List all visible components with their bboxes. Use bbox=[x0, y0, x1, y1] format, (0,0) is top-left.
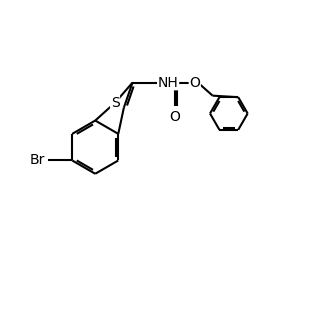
Text: Br: Br bbox=[30, 153, 45, 167]
Text: O: O bbox=[189, 76, 200, 90]
Text: S: S bbox=[111, 96, 119, 110]
Text: O: O bbox=[169, 110, 180, 124]
Text: NH: NH bbox=[158, 76, 179, 90]
